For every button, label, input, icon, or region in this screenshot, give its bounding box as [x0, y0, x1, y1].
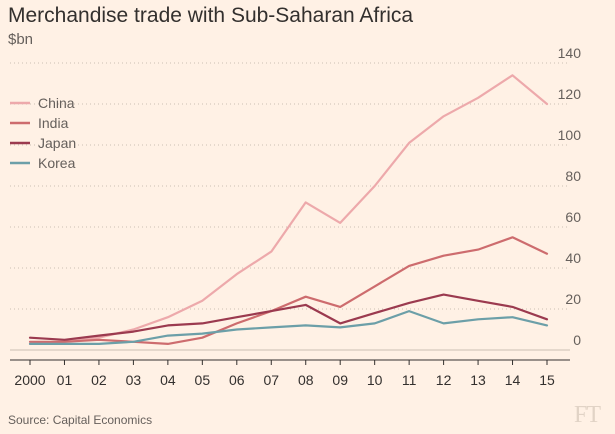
series-line-india — [28, 236, 549, 345]
y-tick-label: 20 — [565, 291, 581, 307]
x-tick-label: 07 — [263, 372, 279, 388]
legend: China India Japan Korea — [10, 95, 76, 171]
x-tick-label: 09 — [332, 372, 348, 388]
legend-label-japan: Japan — [38, 135, 76, 151]
x-axis: 2000 01 02 03 04 05 06 07 08 09 10 11 12 13 14 15 — [10, 359, 570, 388]
x-tick-label: 05 — [195, 372, 211, 388]
legend-label-korea: Korea — [38, 155, 76, 171]
y-tick-label: 0 — [573, 332, 581, 348]
x-tick-label: 06 — [229, 372, 245, 388]
series-lines — [28, 74, 549, 345]
x-tick-label: 02 — [91, 372, 107, 388]
x-tick-label: 15 — [539, 372, 555, 388]
x-tick-label: 04 — [160, 372, 176, 388]
x-tick-label: 03 — [126, 372, 142, 388]
y-tick-label: 40 — [565, 250, 581, 266]
x-tick-label: 2000 — [14, 372, 45, 388]
y-tick-label: 80 — [565, 168, 581, 184]
series-line-korea — [28, 310, 549, 345]
y-tick-label: 120 — [558, 86, 582, 102]
x-tick-label: 13 — [470, 372, 486, 388]
x-tick-label: 08 — [298, 372, 314, 388]
legend-label-china: China — [38, 95, 75, 111]
x-tick-label: 11 — [402, 372, 417, 388]
gridlines — [10, 62, 570, 351]
legend-label-india: India — [38, 115, 69, 131]
x-tick-label: 12 — [436, 372, 452, 388]
ft-logo: FT — [574, 402, 601, 428]
source-note: Source: Capital Economics — [8, 413, 153, 427]
y-tick-label: 140 — [558, 45, 582, 61]
series-line-japan — [28, 293, 549, 341]
x-tick-label: 01 — [57, 372, 73, 388]
y-axis: 0 20 40 60 80 100 120 140 — [558, 45, 582, 348]
chart-title: Merchandise trade with Sub-Saharan Afric… — [8, 4, 414, 27]
x-tick-label: 14 — [505, 372, 521, 388]
y-axis-unit: $bn — [8, 31, 34, 48]
y-tick-label: 60 — [565, 209, 581, 225]
y-tick-label: 100 — [558, 127, 582, 143]
x-tick-label: 10 — [367, 372, 383, 388]
